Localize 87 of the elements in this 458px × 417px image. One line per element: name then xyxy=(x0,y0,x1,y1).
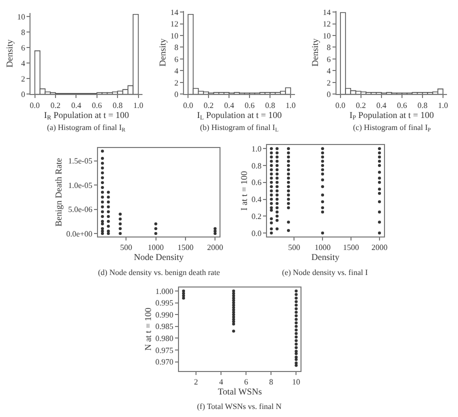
text: (f) Total WSNs vs. final N xyxy=(197,402,282,411)
y-tick-label: 4 xyxy=(326,66,331,76)
y-tick-label: 4 xyxy=(174,66,178,76)
text: (c) Histogram of final I$_{P}$ xyxy=(353,123,431,134)
x-axis-title: I$_{L}$ Population at t = 100 xyxy=(197,110,282,122)
y-tick-label: 1.5e-05 xyxy=(68,156,92,166)
y-axis-title: Density xyxy=(310,38,320,67)
x-axis-title: Node Density xyxy=(134,252,184,262)
x-tick-label: 1.0 xyxy=(438,100,448,110)
text: (e) Node density vs. final I xyxy=(282,268,368,277)
y-tick-label: 12 xyxy=(170,20,178,29)
x-tick-label: 0.2 xyxy=(356,100,366,110)
y-tick-label: 2 xyxy=(326,78,331,88)
y-axis-title: N at t = 100 xyxy=(142,307,153,351)
y-tick-label: 6 xyxy=(21,44,26,52)
x-tick-label: 0.6 xyxy=(396,100,407,110)
y-tick-label: 0.2 xyxy=(251,212,262,221)
y-tick-label: 12 xyxy=(322,20,331,29)
x-tick-label: 6 xyxy=(244,377,248,386)
text: (b) Histogram of final I$_{L}$ xyxy=(200,123,280,134)
x-tick-label: 10 xyxy=(292,377,300,386)
y-tick-label: 0 xyxy=(174,90,178,100)
y-tick-label: 1.0e-05 xyxy=(68,180,92,190)
text: (d) Node density vs. benign death rate xyxy=(98,268,220,277)
x-axis-title: Total WSNs xyxy=(218,386,262,396)
x-tick-label: 4 xyxy=(219,377,224,386)
y-tick-label: 10 xyxy=(17,12,26,22)
y-tick-label: 0.0 xyxy=(251,228,262,238)
y-tick-label: 0 xyxy=(326,90,331,100)
x-tick-label: 0.6 xyxy=(92,100,102,110)
x-tick-label: 0.2 xyxy=(50,100,61,110)
x-tick-label: 2 xyxy=(194,377,198,386)
x-tick-label: 2000 xyxy=(371,243,388,252)
y-tick-label: 0.0e+00 xyxy=(66,229,92,238)
y-tick-label: 6 xyxy=(174,54,178,64)
y-tick-label: 6 xyxy=(326,54,331,64)
y-tick-label: 8 xyxy=(21,28,26,37)
y-axis-title: Density xyxy=(158,38,168,67)
x-tick-label: 0.0 xyxy=(30,100,40,110)
x-tick-label: 2000 xyxy=(207,243,224,252)
x-tick-label: 1000 xyxy=(314,243,331,252)
y-tick-label: 10 xyxy=(170,31,178,40)
x-tick-label: 0.8 xyxy=(112,100,123,110)
y-tick-label: 14 xyxy=(170,8,178,17)
y-axis-title: Benign Death Rate xyxy=(54,158,64,227)
y-tick-label: 10 xyxy=(322,31,331,40)
y-tick-label: 0.8 xyxy=(251,161,262,170)
y-tick-label: 0.980 xyxy=(155,334,174,344)
x-tick-label: 0.8 xyxy=(417,100,428,110)
x-tick-label: 0.4 xyxy=(376,100,386,110)
y-tick-label: 1.000 xyxy=(155,286,174,296)
y-tick-label: 1.0 xyxy=(251,144,262,154)
x-tick-label: 0.0 xyxy=(335,100,346,110)
x-tick-label: 8 xyxy=(269,377,274,386)
x-tick-label: 1.0 xyxy=(286,100,296,110)
x-tick-label: 0.2 xyxy=(204,100,214,110)
y-tick-label: 2 xyxy=(21,74,26,84)
y-tick-label: 4 xyxy=(21,59,26,68)
y-tick-label: 0 xyxy=(21,90,26,100)
text: (a) Histogram of final I$_{R}$ xyxy=(47,123,126,134)
y-axis-title: I at t = 100 xyxy=(238,170,249,211)
x-tick-label: 1000 xyxy=(148,243,164,252)
y-tick-label: 0.995 xyxy=(155,298,174,308)
x-tick-label: 0.4 xyxy=(224,100,234,110)
x-axis-title: I$_{R}$ Population at t = 100 xyxy=(44,110,130,122)
y-tick-label: 8 xyxy=(326,43,331,52)
y-tick-label: 0.975 xyxy=(155,346,174,355)
x-tick-label: 500 xyxy=(120,243,132,252)
x-tick-label: 1500 xyxy=(343,243,360,252)
x-tick-label: 0.8 xyxy=(265,100,276,110)
x-axis-title: Density xyxy=(311,252,340,262)
y-tick-label: 14 xyxy=(322,8,331,17)
y-tick-label: 0.990 xyxy=(155,310,174,320)
x-tick-label: 0.0 xyxy=(183,100,194,110)
y-tick-label: 0.4 xyxy=(251,195,262,204)
y-axis-title: Density xyxy=(4,39,14,68)
y-tick-label: 5.0e-06 xyxy=(68,205,92,214)
y-tick-label: 0.970 xyxy=(155,358,174,367)
x-tick-label: 1.0 xyxy=(133,100,144,110)
x-tick-label: 1500 xyxy=(177,243,194,252)
y-tick-label: 8 xyxy=(174,43,178,52)
y-tick-label: 0.985 xyxy=(155,322,174,332)
y-tick-label: 2 xyxy=(174,78,178,88)
x-tick-label: 500 xyxy=(288,243,300,252)
x-axis-title: I$_{P}$ Population at t = 100 xyxy=(350,110,434,122)
x-tick-label: 0.6 xyxy=(244,100,255,110)
y-tick-label: 0.6 xyxy=(251,178,262,188)
